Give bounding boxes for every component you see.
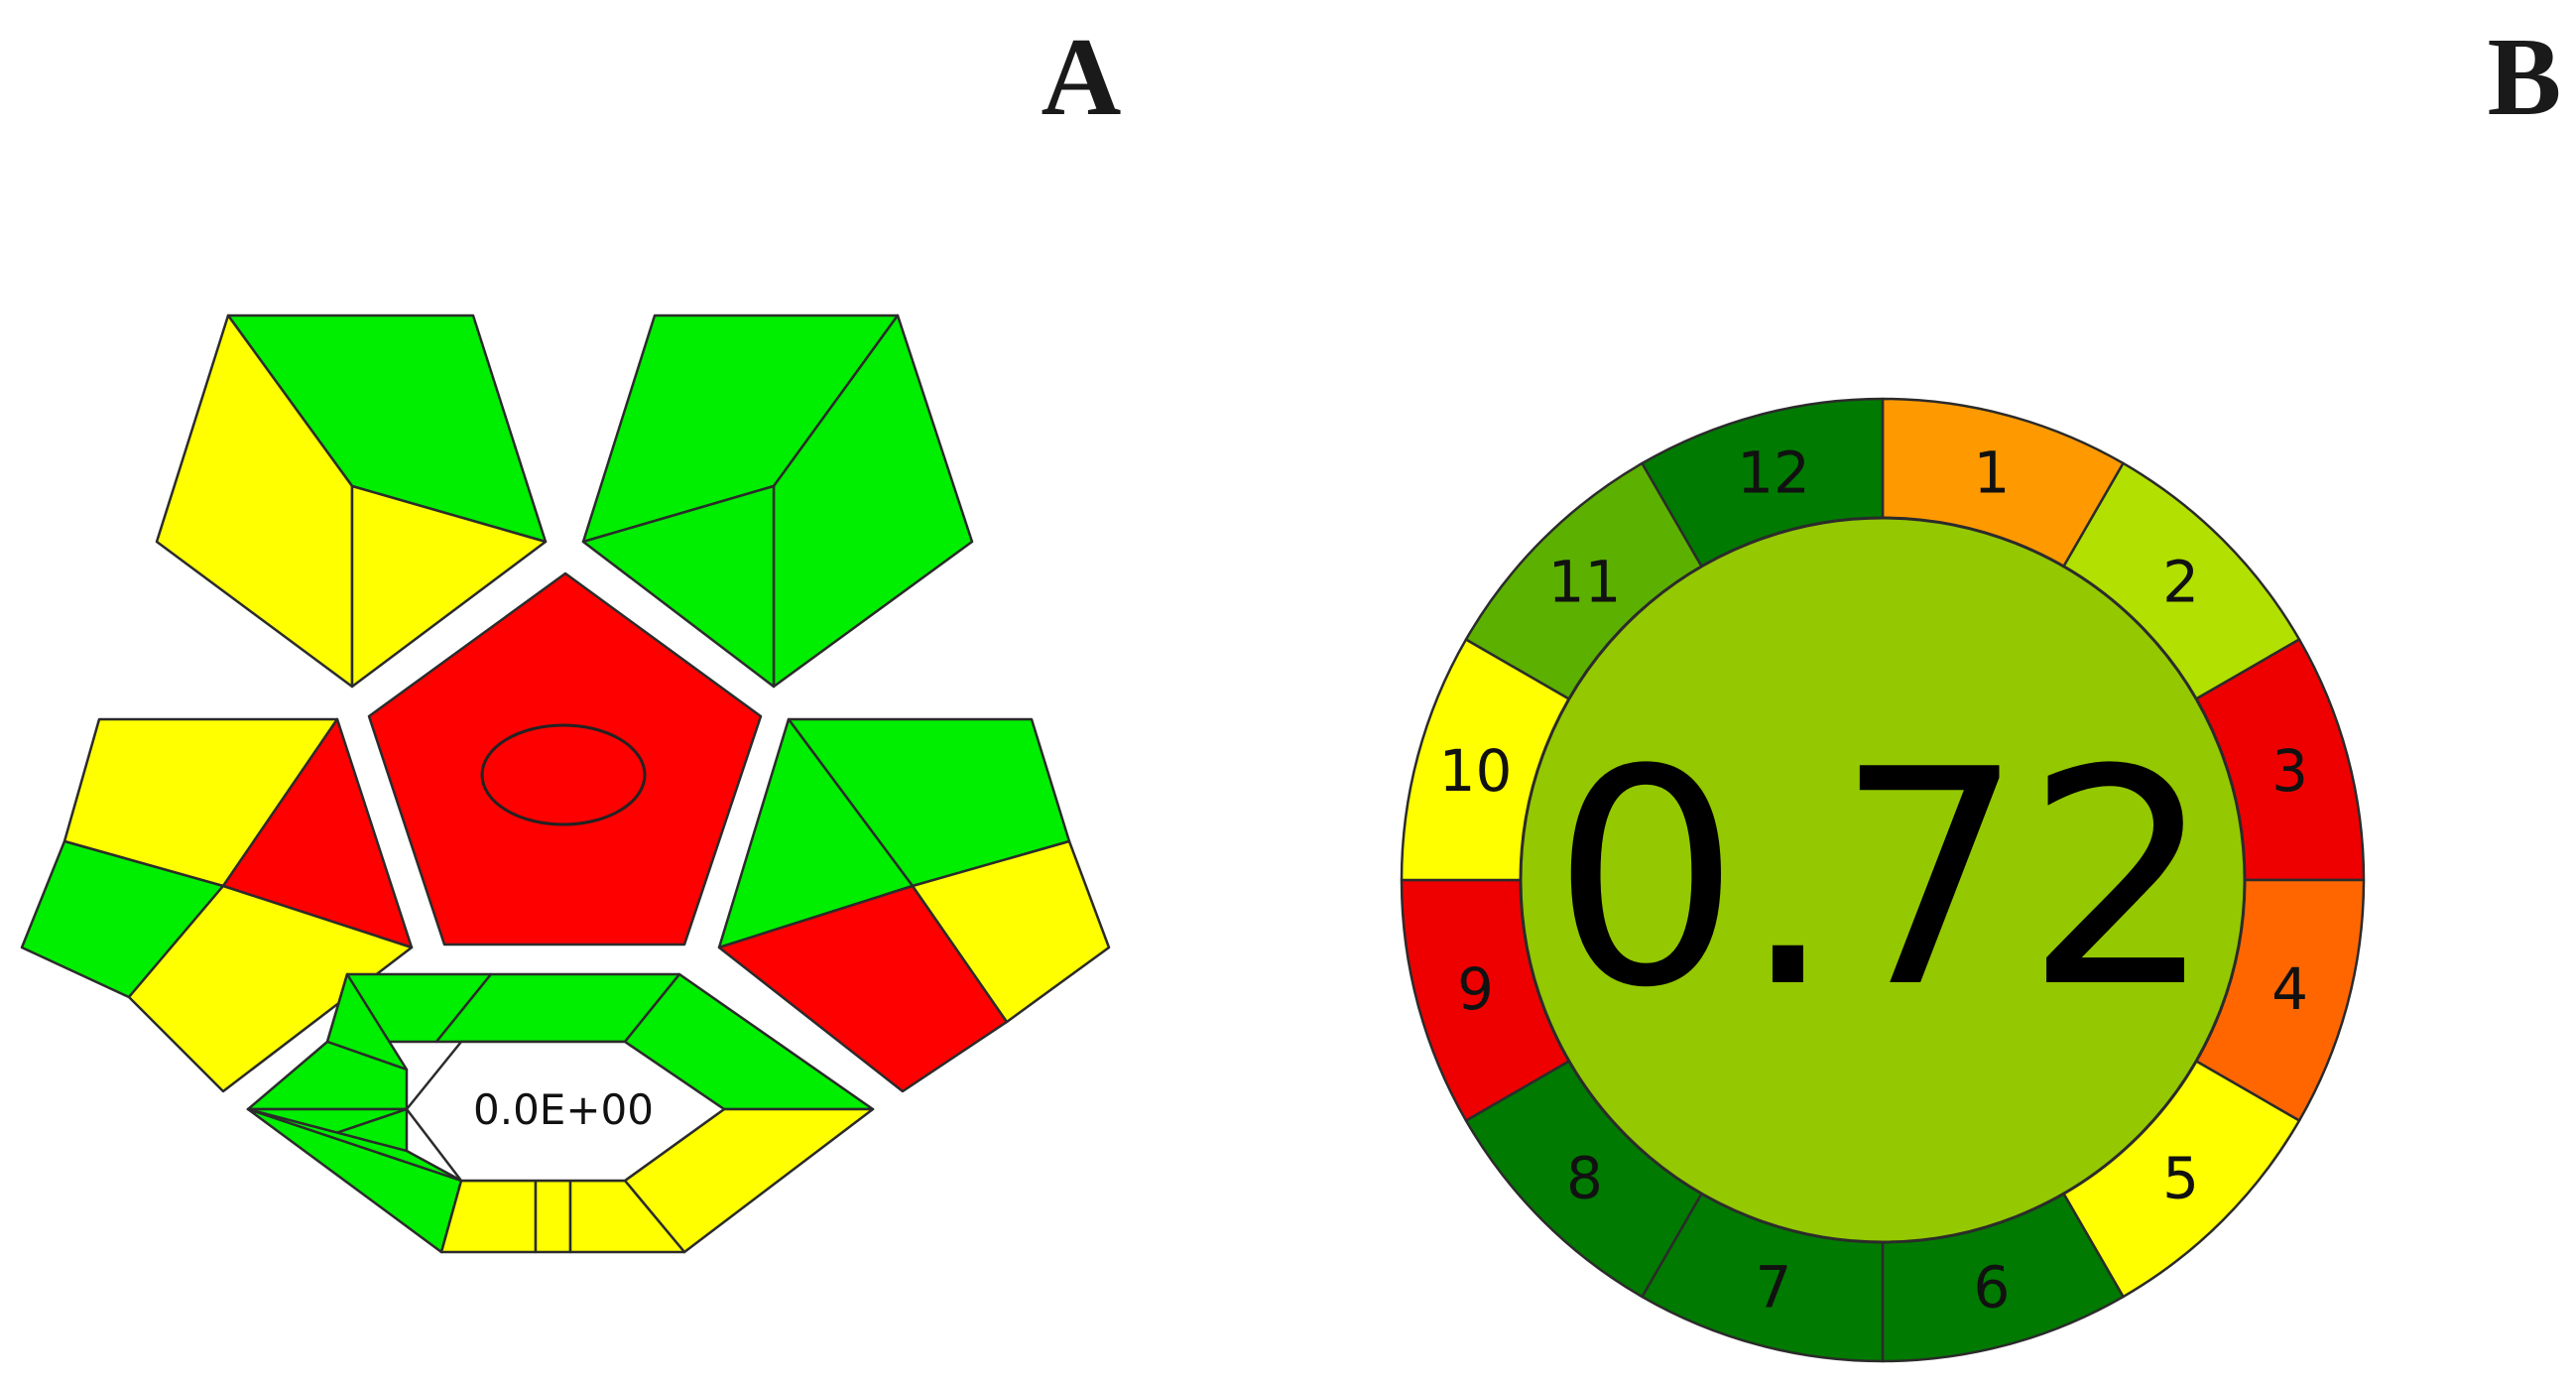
agree-segment-label-8: 8	[1566, 1145, 1603, 1212]
panel-label-a: A	[1042, 16, 1122, 139]
gapi-tl-seg-3	[350, 484, 548, 689]
agree-segment-label-7: 7	[1756, 1254, 1792, 1322]
panel-label-b: B	[2488, 16, 2562, 139]
gapi-center-value: 0.0E+00	[473, 1085, 654, 1134]
agree-score-circle	[1519, 516, 2247, 1244]
agree-segment-label-3: 3	[2271, 737, 2308, 805]
gapi-center-seg	[367, 571, 763, 946]
agree-segment-label-9: 9	[1457, 955, 1494, 1023]
agree-segment-label-11: 11	[1548, 548, 1622, 615]
gapi-right-pentagon	[717, 717, 1111, 1093]
agree-segment-label-12: 12	[1737, 439, 1810, 506]
gapi-top-right-pentagon	[581, 314, 974, 689]
gapi-l-seg-4	[127, 884, 414, 1093]
agree-segment-label-5: 5	[2162, 1145, 2199, 1212]
gapi-b-seg-bottom-2	[534, 1179, 572, 1254]
agree-segment-label-6: 6	[1974, 1254, 2011, 1322]
gapi-b-center-hexagon	[405, 1040, 726, 1183]
gapi-r-seg-4	[911, 839, 1111, 1024]
agree-segment-label-10: 10	[1439, 737, 1513, 805]
gapi-top-left-pentagon	[155, 314, 548, 689]
gapi-pictogram: 0.0E+00	[20, 314, 1111, 1254]
gapi-tr-seg-3	[581, 484, 776, 689]
gapi-center-oval	[480, 723, 647, 826]
agree-segment-label-2: 2	[2162, 548, 2199, 615]
gapi-left-pentagon	[20, 717, 414, 1093]
gapi-center-pentagon	[367, 571, 763, 946]
agree-score-value: 0.72	[1551, 706, 2214, 1053]
agree-segment-label-4: 4	[2271, 955, 2308, 1023]
gapi-bottom-hexagon: 0.0E+00	[246, 972, 875, 1254]
agree-segment-label-1: 1	[1974, 439, 2011, 506]
